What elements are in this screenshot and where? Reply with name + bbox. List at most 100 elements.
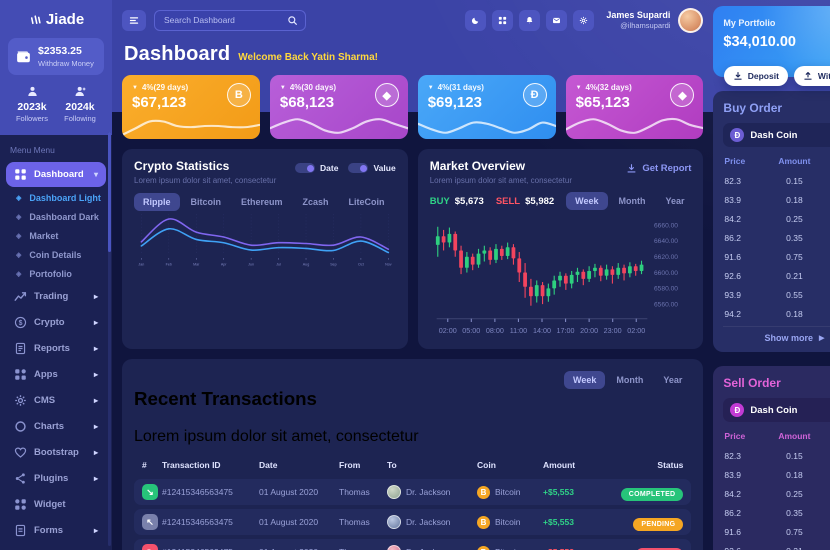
sell-coin-select[interactable]: Đ Dash Coin ▾ <box>723 398 830 422</box>
amount: 0.21 <box>771 546 818 550</box>
buy-show-more-button[interactable]: Show more ▶ <box>723 326 830 346</box>
search-box[interactable] <box>154 9 306 31</box>
tab-litecoin[interactable]: LiteCoin <box>340 193 394 211</box>
change-text: 4%(30 days) <box>289 83 337 92</box>
order-row[interactable]: 93.9 0.55 $212,56 <box>723 285 830 304</box>
order-row[interactable]: 83.9 0.18 $237,31 <box>723 465 830 484</box>
market-tab-month[interactable]: Month <box>610 192 655 210</box>
tx-tab-week[interactable]: Week <box>564 370 606 389</box>
order-row[interactable]: 82.3 0.15 $134,12 <box>723 171 830 190</box>
switch-value[interactable] <box>348 163 369 173</box>
sidebar-item-charts[interactable]: Charts ▸ <box>6 414 106 439</box>
deposit-button[interactable]: Deposit <box>723 66 788 86</box>
stat-card-dash[interactable]: ▼ 4%(31 days) $69,123 Đ <box>417 75 556 139</box>
sidebar-item-dashboard[interactable]: Dashboard ▾ <box>6 162 106 187</box>
sidebar-item-bootstrap[interactable]: Bootstrap ▸ <box>6 440 106 465</box>
arrow-down-right-icon: ↘ <box>142 484 158 501</box>
inbox-button[interactable] <box>546 9 568 31</box>
notifications-button[interactable] <box>519 9 541 31</box>
user-info[interactable]: James Supardi @ilhamsupardi <box>606 10 670 30</box>
card-value: $68,123 <box>279 94 335 111</box>
buy-value: $5,673 <box>454 195 484 207</box>
svg-text:6620.00: 6620.00 <box>654 254 678 261</box>
sidebar-subitem-portofolio[interactable]: ◈ Portofolio <box>0 264 112 283</box>
sidebar-item-table[interactable]: Table▸ <box>6 544 106 550</box>
sidebar-scrollbar[interactable] <box>108 132 111 546</box>
amount: 0.75 <box>786 251 803 262</box>
get-report-button[interactable]: Get Report <box>626 159 691 174</box>
order-row[interactable]: 86.2 0.35 $126,26 <box>723 228 830 247</box>
sidebar-item-widget[interactable]: Widget <box>6 492 106 517</box>
market-tab-year[interactable]: Year <box>657 192 694 210</box>
order-row[interactable]: 92.60.21$123,27 <box>723 266 830 285</box>
settings-button[interactable] <box>573 9 595 31</box>
sidebar-item-cms[interactable]: CMS ▸ <box>6 388 106 413</box>
sidebar-item-plugins[interactable]: Plugins ▸ <box>6 466 106 491</box>
withdraw-money-link[interactable]: Withdraw Money <box>38 59 94 68</box>
user-avatar[interactable] <box>678 7 704 33</box>
order-row[interactable]: 91.6 0.75 $46,92 <box>723 247 830 266</box>
switch-date[interactable] <box>295 163 316 173</box>
search-input[interactable] <box>162 14 281 26</box>
svg-text:$: $ <box>19 320 23 327</box>
dark-mode-button[interactable] <box>465 9 487 31</box>
order-row[interactable]: 83.9 0.18 $237,31 <box>723 190 830 209</box>
sidebar-item-reports[interactable]: Reports ▸ <box>6 336 106 361</box>
hamburger-menu-button[interactable] <box>122 9 146 31</box>
sidebar-stat-following[interactable]: 2024k Following <box>56 85 104 123</box>
search-icon[interactable] <box>287 15 298 26</box>
stat-card-bitcoin[interactable]: ▼ 4%(29 days) $67,123 B <box>122 75 260 139</box>
sidebar-subitem-dashboard-light[interactable]: ◈ Dashboard Light <box>0 188 112 207</box>
sidebar-item-apps[interactable]: Apps ▸ <box>6 362 106 387</box>
tab-bitcoin[interactable]: Bitcoin <box>182 193 231 211</box>
order-row[interactable]: 82.3 0.15 $134,12 <box>723 446 830 465</box>
order-row[interactable]: 84.2 0.25 $252,58 <box>723 484 830 503</box>
sidebar-item-crypto[interactable]: $ Crypto ▸ <box>6 310 106 335</box>
tab-ripple[interactable]: Ripple <box>134 193 180 211</box>
switch-knob <box>306 164 314 172</box>
scrollbar-thumb[interactable] <box>108 132 111 252</box>
stat-card-ethereum[interactable]: ▼ 4%(32 days) $65,123 ◆ <box>565 75 704 139</box>
transaction-id: #12415346563475 <box>162 487 233 498</box>
tx-tab-year[interactable]: Year <box>654 371 691 389</box>
buy-coin-select[interactable]: Đ Dash Coin ▾ <box>723 123 830 147</box>
transaction-row[interactable]: ↘ #12415346563475 01 August 2020 Thomas Dr. … <box>134 479 692 506</box>
order-row[interactable]: 94.2 0.18 $129,26 <box>723 304 830 323</box>
widget-icon <box>14 498 27 511</box>
total: $123,27 <box>818 271 830 281</box>
buy-order-panel: Buy Order ⋮ Đ Dash Coin ▾ PriceAmountTot… <box>713 91 830 352</box>
order-row[interactable]: 91.6 0.75 $46,92 <box>723 522 830 541</box>
toggle-date[interactable]: Date <box>295 163 338 173</box>
sidebar-item-trading[interactable]: Trading ▸ <box>6 284 106 309</box>
order-row[interactable]: 86.2 0.35 $126,26 <box>723 503 830 522</box>
sidebar-subitem-market[interactable]: ◈ Market <box>0 226 112 245</box>
order-row[interactable]: 92.60.21$123,27 <box>723 541 830 550</box>
sidebar-item-forms[interactable]: Forms ▸ <box>6 518 106 543</box>
toggle-value[interactable]: Value <box>348 163 396 173</box>
order-col-amount: Amount <box>778 431 811 441</box>
stat-card-ethereum[interactable]: ▼ 4%(30 days) $68,123 ◆ <box>269 75 408 139</box>
tab-zcash[interactable]: Zcash <box>294 193 338 211</box>
order-row[interactable]: 84.2 0.25 $252,58 <box>723 209 830 228</box>
svg-text:14:00: 14:00 <box>533 326 551 335</box>
tx-tab-month[interactable]: Month <box>607 371 652 389</box>
app-logo[interactable]: Jiade <box>8 8 104 34</box>
market-tab-week[interactable]: Week <box>566 192 608 210</box>
price: 93.9 <box>724 289 741 300</box>
bell-icon <box>525 15 534 26</box>
main-stage: James Supardi @ilhamsupardi Dashboard We… <box>112 0 830 550</box>
wallet-card[interactable]: $2353.25 Withdraw Money <box>8 38 104 75</box>
tab-ethereum[interactable]: Ethereum <box>232 193 292 211</box>
transaction-date: 01 August 2020 <box>259 547 339 550</box>
sidebar-subitem-dashboard-dark[interactable]: ◈ Dashboard Dark <box>0 207 112 226</box>
withdraw-button[interactable]: Withdraw <box>793 66 830 86</box>
card-value: $69,123 <box>427 94 482 111</box>
svg-text:6580.00: 6580.00 <box>654 286 678 293</box>
price: 91.6 <box>724 526 741 537</box>
status-badge: COMPLETED <box>620 488 684 502</box>
apps-grid-button[interactable] <box>492 9 514 31</box>
sidebar-stat-followers[interactable]: 2023k Followers <box>8 85 56 123</box>
sidebar-subitem-coin-details[interactable]: ◈ Coin Details <box>0 245 112 264</box>
